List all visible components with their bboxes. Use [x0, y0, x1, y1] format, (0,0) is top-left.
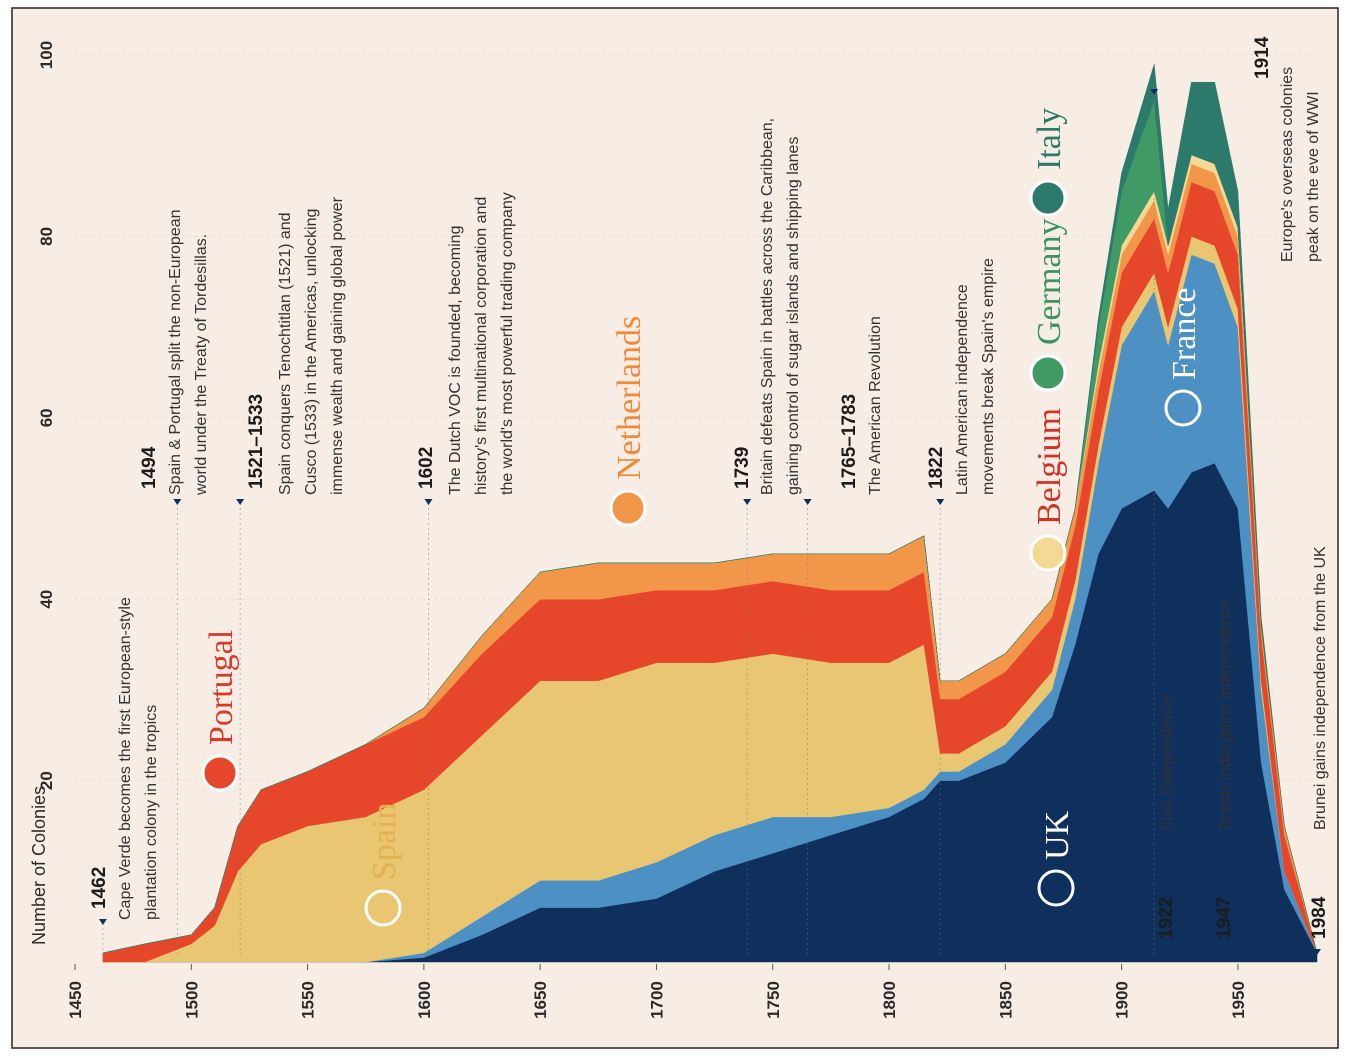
annotation-text: The American Revolution	[867, 316, 884, 495]
x-tick-label: 1800	[880, 981, 899, 1019]
x-tick-label: 1650	[531, 981, 550, 1019]
annotation-text: movements break Spain's empire	[980, 258, 997, 495]
legend-label: Germany	[1031, 218, 1068, 345]
legend-label: Belgium	[1031, 408, 1068, 525]
annotation-text: Spain & Portugal split the non-European	[167, 209, 184, 495]
legend-badge	[1031, 181, 1065, 215]
legend-label: Portugal	[203, 630, 240, 745]
legend-badge	[203, 756, 237, 790]
x-tick-label: 1900	[1113, 981, 1132, 1019]
legend-badge	[611, 491, 645, 525]
annotation-text: history's first multinational corporatio…	[473, 197, 490, 495]
y-tick-label: 40	[37, 590, 56, 609]
legend-badge	[1031, 536, 1065, 570]
annotation-title: 1822	[926, 447, 947, 489]
annotation-title: 1494	[139, 446, 160, 489]
x-tick-label: 1850	[996, 981, 1015, 1019]
annotation-text: plantation colony in the tropics	[143, 705, 160, 920]
annotation-text: peak on the eve of WWI	[1305, 91, 1322, 262]
x-tick-label: 1500	[182, 981, 201, 1019]
annotation-text: Britain defeats Spain in battles across …	[759, 118, 776, 495]
annotation-text: world under the Treaty of Tordesillas.	[193, 234, 210, 496]
annotation-text: Spain conquers Tenochtitlan (1521) and	[277, 212, 294, 495]
chart: Number of Colonies 20 40 60 80 100 1450 1500 15…	[0, 0, 1350, 1056]
y-tick-label: 100	[37, 41, 56, 69]
legend-label: France	[1166, 287, 1203, 380]
annotation-text: immense wealth and gaining global power	[329, 196, 346, 495]
annotation-text: Cusco (1533) in the Americas, unlocking	[303, 209, 320, 495]
legend-label: UK	[1039, 810, 1076, 860]
legend-label: Spain	[366, 803, 403, 880]
x-tick-label: 1700	[647, 981, 666, 1019]
x-tick-label: 1600	[415, 981, 434, 1019]
annotation-title: 1462	[89, 867, 110, 909]
annotation-title: 1521–1533	[246, 394, 267, 489]
legend-badge	[366, 891, 400, 925]
annotation-title: 1602	[416, 447, 437, 489]
x-tick-label: 1950	[1229, 981, 1248, 1019]
x-tick-label: 1550	[299, 981, 318, 1019]
annotation-text: British India gains independence	[1217, 599, 1234, 830]
annotation-title: 1765–1783	[839, 394, 860, 489]
annotation-text: Irish Independence	[1159, 694, 1176, 830]
annotation-text: Cape Verde becomes the first European-st…	[117, 597, 134, 920]
x-tick-label: 1750	[764, 981, 783, 1019]
legend-label: Netherlands	[611, 316, 648, 480]
y-tick-label: 80	[37, 227, 56, 246]
legend-badge	[1166, 391, 1200, 425]
y-axis-title: Number of Colonies	[29, 786, 49, 945]
y-tick-label: 60	[37, 408, 56, 427]
annotation-text: the world's most powerful trading compan…	[499, 192, 516, 495]
annotation-title: 1739	[732, 447, 753, 489]
legend-label: Italy	[1031, 108, 1068, 170]
x-tick-label: 1450	[66, 981, 85, 1019]
annotation-text: Latin American independence	[954, 284, 971, 495]
annotation-text: Europe's overseas colonies	[1279, 67, 1296, 262]
annotation-text: gaining control of sugar islands and shi…	[785, 137, 802, 495]
annotation-title: 1914	[1252, 36, 1273, 79]
annotation-text: The Dutch VOC is founded, becoming	[447, 226, 464, 495]
y-tick-label: 20	[37, 771, 56, 790]
annotation-title: 1984	[1309, 896, 1330, 939]
legend-badge	[1039, 871, 1073, 905]
annotation-title: 1947	[1214, 897, 1235, 939]
annotation-title: 1922	[1156, 897, 1177, 939]
annotation-text: Brunei gains independence from the UK	[1312, 546, 1329, 830]
legend-badge	[1031, 356, 1065, 390]
